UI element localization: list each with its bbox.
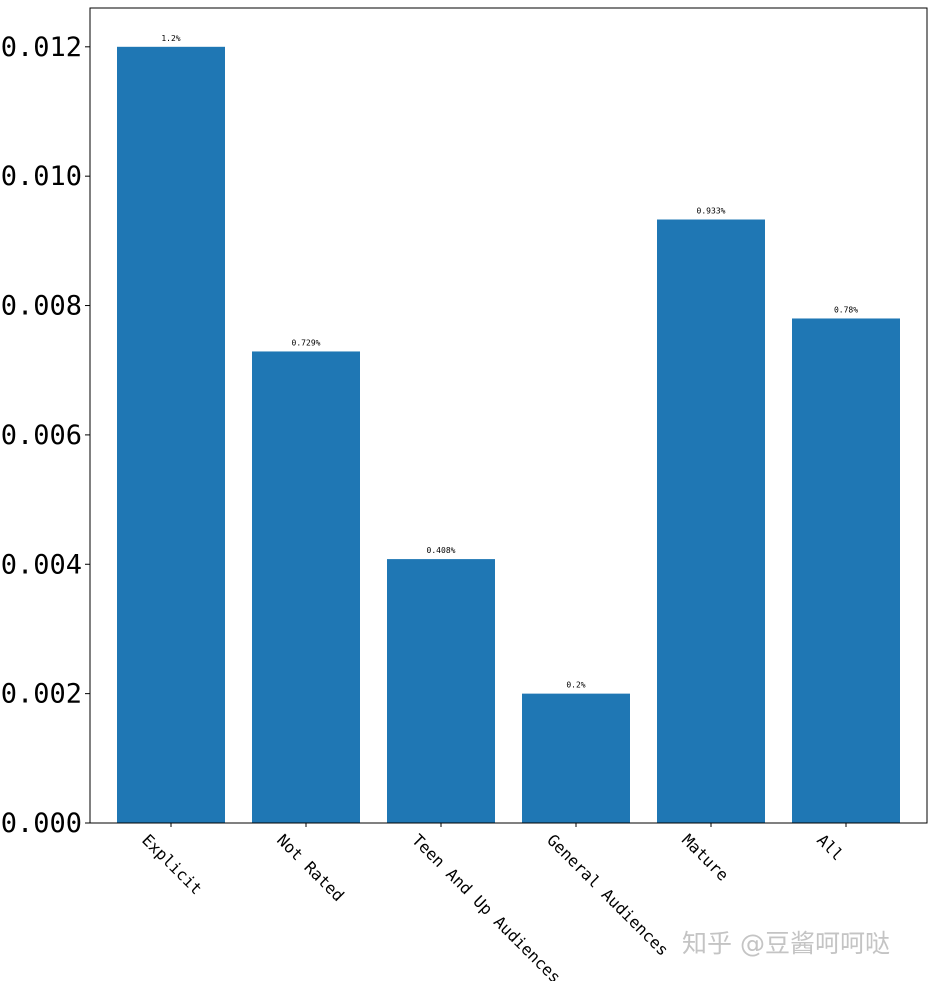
plot-frame <box>89 7 928 824</box>
y-tick-label: 0.006 <box>1 420 82 451</box>
x-tick-label-not-rated: Not Rated <box>273 830 348 905</box>
data-label-all: 0.78% <box>834 305 858 314</box>
data-label-mature: 0.933% <box>697 207 726 216</box>
data-label-general-audiences: 0.2% <box>566 681 585 690</box>
bar-not-rated <box>252 351 360 823</box>
data-label-explicit: 1.2% <box>161 34 180 43</box>
data-label-teen-and-up-audiences: 0.408% <box>427 546 456 555</box>
data-label-not-rated: 0.729% <box>292 338 321 347</box>
y-tick-label: 0.004 <box>1 549 82 580</box>
y-tick-label: 0.000 <box>1 808 82 839</box>
y-tick-label: 0.012 <box>1 32 82 63</box>
y-tick-label: 0.002 <box>1 679 82 710</box>
x-tick-label-all: All <box>813 830 847 864</box>
x-tick-label-mature: Mature <box>678 830 732 884</box>
x-tick-label-general-audiences: General Audiences <box>543 830 672 959</box>
bar-mature <box>657 219 765 823</box>
bar-explicit <box>117 46 225 824</box>
bar-teen-and-up-audiences <box>387 559 495 823</box>
y-tick-label: 0.008 <box>1 291 82 322</box>
x-tick-label-teen-and-up-audiences: Teen And Up Audiences <box>408 830 564 981</box>
y-tick-label: 0.010 <box>1 161 82 192</box>
bar-all <box>792 318 900 823</box>
watermark-text: 知乎 @豆酱呵呵哒 <box>682 929 890 958</box>
data-labels-group: 1.2% 0.729% 0.408% 0.2% 0.933% 0.78% <box>161 34 858 690</box>
bar-general-audiences <box>522 693 630 823</box>
x-tick-label-explicit: Explicit <box>138 830 206 898</box>
bars-group <box>117 46 900 824</box>
y-axis: 0.000 0.002 0.004 0.006 0.008 0.010 0.012 <box>1 32 90 839</box>
